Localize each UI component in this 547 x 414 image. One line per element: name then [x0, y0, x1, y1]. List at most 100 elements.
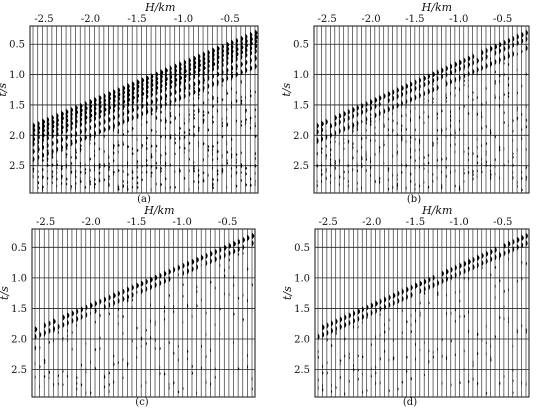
noise-wavelet — [226, 123, 229, 128]
noise-wavelet — [117, 143, 120, 148]
noise-wavelet — [80, 179, 82, 184]
noise-wavelet — [490, 169, 492, 174]
wavelet — [463, 267, 466, 275]
noise-wavelet — [145, 328, 147, 333]
noise-wavelet — [165, 151, 167, 156]
noise-wavelet — [459, 78, 461, 83]
noise-wavelet — [240, 63, 242, 68]
noise-wavelet — [366, 315, 368, 320]
noise-wavelet — [521, 323, 523, 328]
noise-wavelet — [410, 147, 412, 152]
noise-wavelet — [56, 159, 58, 164]
noise-wavelet — [321, 138, 323, 143]
noise-wavelet — [512, 163, 514, 168]
noise-wavelet — [414, 158, 416, 163]
noise-wavelet — [356, 127, 359, 132]
noise-wavelet — [89, 168, 91, 173]
noise-wavelet — [450, 114, 452, 119]
noise-wavelet — [188, 128, 191, 133]
noise-wavelet — [132, 98, 134, 103]
wavelet — [424, 278, 427, 286]
noise-wavelet — [113, 151, 115, 156]
noise-wavelet — [410, 155, 412, 160]
x-tick-label: -0.5 — [218, 217, 237, 228]
noise-wavelet — [490, 272, 492, 277]
noise-wavelet — [330, 152, 332, 157]
wavelet — [428, 276, 431, 284]
noise-wavelet — [499, 60, 501, 66]
noise-wavelet — [254, 90, 256, 94]
noise-wavelet — [454, 142, 456, 147]
noise-wavelet — [347, 183, 349, 188]
noise-wavelet — [490, 163, 492, 168]
noise-wavelet — [202, 177, 204, 182]
noise-wavelet — [445, 126, 447, 132]
wavelet — [127, 101, 130, 108]
noise-wavelet — [160, 118, 162, 123]
noise-wavelet — [316, 137, 319, 141]
wavelet — [396, 101, 399, 109]
noise-wavelet — [334, 139, 336, 144]
noise-wavelet — [155, 161, 158, 166]
noise-wavelet — [468, 111, 470, 116]
wavelet — [353, 310, 356, 317]
noise-wavelet — [250, 94, 252, 98]
noise-wavelet — [240, 170, 242, 175]
noise-wavelet — [117, 168, 120, 173]
noise-wavelet — [98, 115, 101, 119]
wavelet — [339, 112, 342, 120]
noise-wavelet — [173, 380, 175, 385]
noise-wavelet — [71, 318, 73, 323]
noise-wavelet — [70, 115, 72, 120]
noise-wavelet — [136, 185, 139, 190]
wavelet — [516, 39, 519, 47]
wavelet — [131, 284, 134, 292]
wavelet — [481, 55, 483, 63]
wavelet — [127, 286, 130, 294]
wavelet — [481, 252, 484, 260]
noise-wavelet — [317, 385, 319, 391]
wavelet — [450, 78, 452, 86]
noise-wavelet — [410, 329, 413, 334]
noise-wavelet — [459, 106, 460, 111]
wavelet — [80, 120, 82, 128]
panel-c-plot: -2.5 -2.0 -1.5 -1.0 -0.5 0.5 1.0 1.5 2.0 2.5 H/km t… — [0, 204, 256, 398]
noise-wavelet — [245, 120, 247, 125]
noise-wavelet — [419, 139, 421, 144]
wavelet — [122, 110, 125, 118]
noise-wavelet — [32, 166, 34, 171]
wavelet — [419, 92, 421, 100]
noise-wavelet — [155, 91, 157, 96]
wavelet — [53, 318, 56, 325]
noise-wavelet — [224, 274, 226, 278]
noise-wavelet — [231, 137, 233, 142]
wavelet — [419, 76, 422, 84]
noise-wavelet — [183, 146, 186, 151]
noise-wavelet — [98, 147, 101, 151]
noise-wavelet — [463, 104, 465, 109]
wavelet — [34, 333, 37, 341]
noise-wavelet — [521, 127, 523, 132]
noise-wavelet — [521, 136, 523, 141]
noise-wavelet — [150, 92, 153, 97]
x-tick-label: -1.5 — [127, 217, 146, 228]
noise-wavelet — [108, 177, 110, 182]
noise-wavelet — [174, 116, 176, 121]
wavelet — [317, 333, 320, 341]
wavelet — [512, 238, 515, 246]
wavelet — [441, 73, 444, 81]
panel-d-caption: (d) — [402, 397, 418, 408]
wavelet — [108, 301, 111, 309]
noise-wavelet — [84, 185, 87, 190]
noise-wavelet — [472, 97, 474, 102]
noise-wavelet — [414, 127, 416, 132]
x-axis-label: H/km — [421, 204, 452, 217]
wavelet — [168, 268, 171, 276]
noise-wavelet — [415, 318, 417, 323]
panel-d: -2.5 -2.0 -1.5 -1.0 -0.5 0.5 1.0 1.5 2.0 2.5 H/km t… — [274, 204, 547, 414]
wavelet — [201, 254, 204, 262]
noise-wavelet — [494, 70, 497, 74]
noise-wavelet — [397, 387, 399, 392]
noise-wavelet — [221, 55, 223, 60]
